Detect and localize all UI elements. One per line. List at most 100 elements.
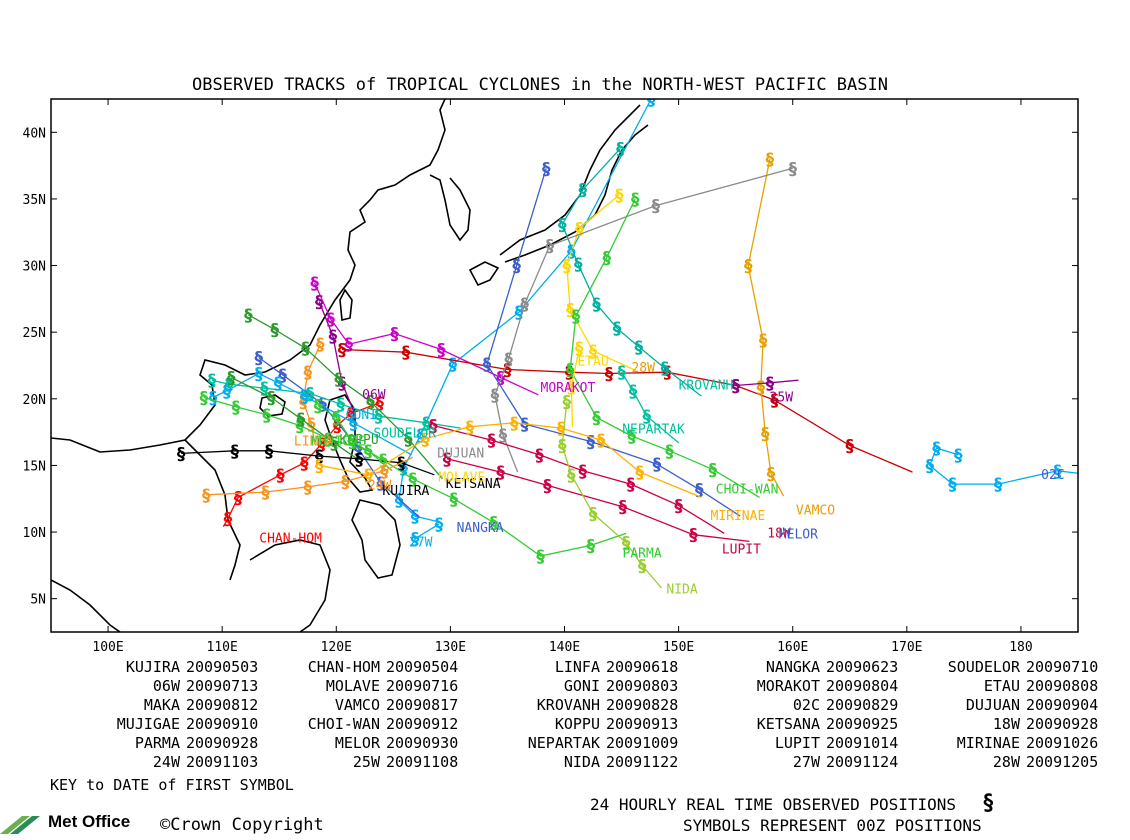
cyclone-position-marker: § (586, 536, 595, 556)
legend-storm-date: 20090817 (386, 696, 459, 714)
storm-label: KETSANA (446, 477, 501, 492)
cyclone-position-marker: § (761, 425, 770, 445)
storm-label: MOLAVE (438, 470, 485, 485)
cyclone-position-marker: § (379, 451, 388, 471)
cyclone-position-marker: § (626, 475, 635, 495)
storm-label: 24W (368, 478, 392, 493)
cyclone-position-marker: § (416, 426, 425, 446)
cyclone-position-marker: § (589, 504, 598, 524)
track-line (258, 356, 421, 518)
axes: 100E 110E 120E 130E 140E 150E 160E 170E 180 5N 10N… (23, 99, 1078, 655)
x-tick-label: 170E (891, 640, 922, 655)
cyclone-position-marker: § (337, 395, 346, 415)
cyclone-position-marker: § (326, 310, 335, 330)
cyclone-position-marker: § (397, 454, 406, 474)
cyclone-position-marker: § (617, 363, 626, 383)
cyclone-position-marker: § (731, 377, 740, 397)
legend-storm-date: 20090912 (386, 715, 459, 733)
cyclone-position-marker: § (244, 306, 253, 326)
coastline-segment (468, 104, 641, 287)
cyclone-position-marker: § (278, 366, 287, 386)
cyclone-position-marker: § (435, 515, 444, 535)
cyclone-position-marker: § (483, 355, 492, 375)
storm-label: 02C (1041, 468, 1064, 483)
cyclone-position-marker: § (395, 491, 404, 511)
track-line (314, 282, 539, 396)
legend-storm-name: CHAN-HOM (307, 658, 380, 676)
coastline-segment (51, 99, 446, 453)
cyclone-position-marker: § (558, 437, 567, 457)
cyclone-position-marker: § (663, 363, 672, 383)
cyclone-position-marker: § (653, 455, 662, 475)
track-line (561, 147, 702, 397)
cyclone-position-marker: § (316, 335, 325, 355)
legend-storm-date: 20090623 (826, 658, 899, 676)
track-etau: §§§§§ (563, 186, 637, 372)
cyclone-position-marker: § (613, 319, 622, 339)
cyclone-position-marker: § (411, 507, 420, 527)
legend-storm-name: NIDA (563, 753, 600, 771)
legend-storm-name: DUJUAN (965, 696, 1020, 714)
cyclone-position-marker: § (695, 480, 704, 500)
legend-storm-name: NEPARTAK (527, 734, 600, 752)
storm-label: MELOR (779, 528, 818, 543)
cyclone-position-marker: § (994, 475, 1003, 495)
storm-label: 28W (631, 361, 655, 376)
cyclone-position-marker: § (315, 447, 324, 467)
track-18w: § § § § § (443, 450, 750, 546)
track-line (735, 379, 799, 387)
track-nida: §§§§§§ (558, 393, 662, 589)
cyclone-position-marker: § (491, 386, 500, 406)
cyclone-position-marker: § (557, 419, 566, 439)
cyclone-position-marker: § (404, 430, 413, 450)
storm-label: LINFA (294, 435, 333, 450)
cyclone-position-marker: § (300, 387, 309, 407)
x-tick-label: 110E (207, 640, 238, 655)
legend-storm-name: KOPPU (554, 715, 600, 733)
cyclone-position-marker: § (314, 397, 323, 417)
cyclone-position-marker: § (642, 407, 651, 427)
legend-storm-name: MELOR (334, 734, 380, 752)
y-tick-label: 15N (23, 459, 46, 474)
storm-label: VAMCO (796, 504, 835, 519)
coastline-segment (184, 439, 241, 581)
track-linfa: §§§§ (299, 335, 325, 442)
x-tick-label: 180 (1009, 640, 1032, 655)
cyclone-position-marker: § (306, 385, 315, 405)
cyclone-position-marker: § (665, 442, 674, 462)
legend-storm-date: 20090803 (606, 677, 679, 695)
legend-storm-name: CHOI-WAN (307, 715, 380, 733)
storm-label: MUJIGAE (311, 435, 366, 450)
cyclone-position-marker: § (347, 405, 356, 425)
cyclone-position-marker: § (575, 339, 584, 359)
cyclone-position-marker: § (629, 382, 638, 402)
track-line (747, 158, 785, 497)
cyclone-position-marker: § (307, 415, 316, 435)
track-line (928, 447, 1078, 485)
storm-label: GONI (346, 408, 377, 423)
track-06w: §§§ (315, 293, 357, 417)
cyclone-position-marker: § (437, 341, 446, 361)
storm-label: 18W (767, 526, 791, 541)
legend-storm-date: 20090504 (386, 658, 459, 676)
x-tick-label: 100E (92, 640, 123, 655)
storm-label: NIDA (666, 582, 697, 597)
track-vamco: §§§§§§ (744, 150, 785, 497)
track-krovanh: §§§§§§§§ (558, 139, 702, 397)
legend-storm-date: 20090928 (186, 734, 259, 752)
legend-row: MAKA 20090812 VAMCO 20090817 KROVANH 20090828… (60, 696, 1098, 715)
legend-storm-name: MORAKOT (756, 677, 820, 695)
cyclone-position-marker: § (490, 514, 499, 534)
cyclone-position-marker: § (411, 530, 420, 550)
chart-title: OBSERVED TRACKS of TROPICAL CYCLONES in … (192, 75, 888, 95)
symbols-note: SYMBOLS REPRESENT 00Z POSITIONS (683, 816, 982, 835)
cyclone-position-marker: § (512, 257, 521, 277)
cyclone-position-marker: § (225, 375, 234, 395)
cyclone-position-marker: § (375, 394, 384, 414)
cyclone-position-marker: § (954, 446, 963, 466)
cyclone-position-marker: § (390, 325, 399, 345)
cyclone-position-marker: § (304, 363, 313, 383)
cyclone-position-marker: § (338, 374, 347, 394)
cyclone-position-marker: § (766, 150, 775, 170)
cyclone-position-marker: § (380, 462, 389, 482)
